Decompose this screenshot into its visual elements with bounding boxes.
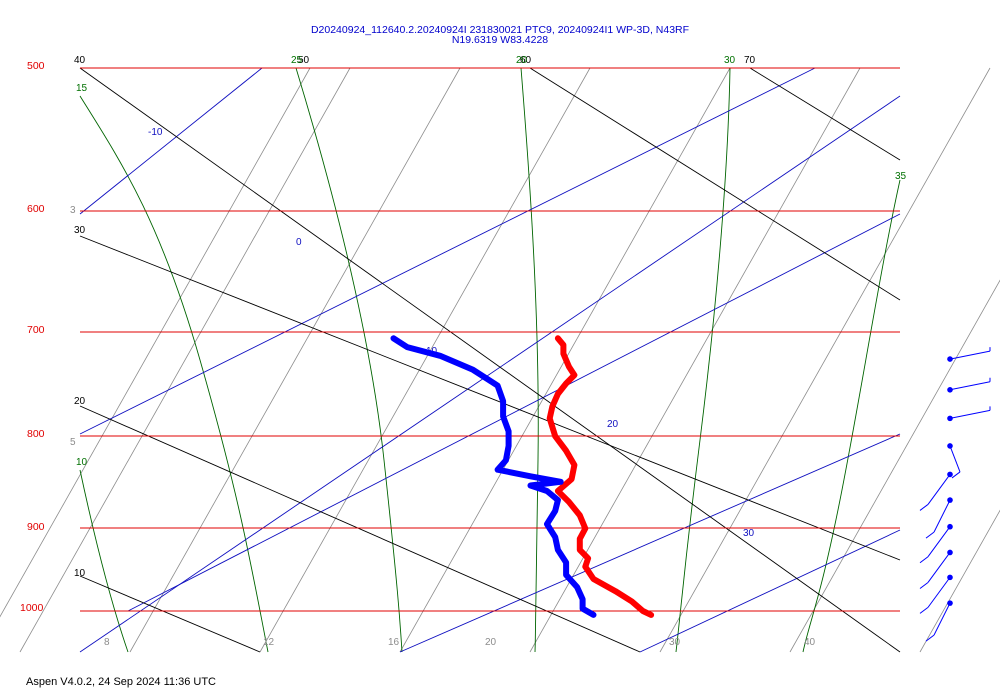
moist-adiabat-curve xyxy=(802,179,901,653)
bottom-temperature-label-16: 16 xyxy=(388,637,400,648)
isotherm-label: 20 xyxy=(607,419,619,430)
dry-adiabat-line xyxy=(529,67,901,301)
dry-adiabat-line xyxy=(749,67,901,161)
wind-barb-flag xyxy=(925,531,935,539)
moist-adiabat-curve xyxy=(675,67,731,653)
moist-adiabat-label: 30 xyxy=(724,55,736,66)
wind-barb-staff xyxy=(927,552,951,583)
skewed-isotherm-line xyxy=(639,529,901,653)
mixing-ratio-label: 20 xyxy=(74,396,86,407)
mixing-ratio-label: 40 xyxy=(74,55,86,66)
pressure-label-900: 900 xyxy=(27,521,45,533)
mixing-ratio-label: 30 xyxy=(74,225,86,236)
wind-barb-staff xyxy=(933,499,951,533)
wind-barb-staff xyxy=(927,474,951,505)
wind-barb-staff xyxy=(949,350,991,360)
gray-line-label: 3 xyxy=(70,205,76,216)
mixing-ratio-label: 50 xyxy=(298,55,310,66)
moist-adiabat-label: 20 xyxy=(516,55,528,66)
skewed-isotherm-line xyxy=(79,67,816,435)
wind-barb-staff xyxy=(927,526,951,558)
skewed-isotherm-line xyxy=(79,95,901,653)
bottom-temperature-label-12: 12 xyxy=(263,637,275,648)
wind-barb-flag xyxy=(919,606,929,614)
mixing-ratio-label: 10 xyxy=(74,568,86,579)
moist-adiabat-curve xyxy=(79,95,269,653)
isobars xyxy=(80,67,900,612)
chart-title-line2: N19.6319 W83.4228 xyxy=(452,34,548,46)
skewed-isotherm-line xyxy=(79,67,263,215)
wind-barb-flag xyxy=(919,504,929,511)
wind-barbs xyxy=(919,347,991,642)
wind-barb-staff xyxy=(949,381,991,391)
dry-adiabat-line xyxy=(79,405,641,653)
wind-barb-staff xyxy=(949,409,991,419)
wind-barb-staff xyxy=(949,445,961,473)
moist-adiabat-label: 15 xyxy=(76,83,88,94)
mixing-ratio-label: 70 xyxy=(744,55,756,66)
dry-adiabats xyxy=(79,67,901,653)
dry-adiabat-line xyxy=(79,67,901,653)
isotherm-label: -10 xyxy=(148,127,163,138)
wind-barb-flag xyxy=(925,634,935,642)
footer-version-text: Aspen V4.0.2, 24 Sep 2024 11:36 UTC xyxy=(26,676,216,688)
pressure-label-800: 800 xyxy=(27,428,45,440)
bottom-temperature-label-40: 40 xyxy=(804,637,816,648)
gray-line-label: 5 xyxy=(70,437,76,448)
gray-reference-line xyxy=(259,67,591,653)
wind-barb-staff xyxy=(927,577,951,608)
wind-barb-flag xyxy=(919,556,929,564)
temperature-profile-line xyxy=(546,335,655,618)
moist-adiabats xyxy=(79,67,901,653)
moist-adiabat-label: 25 xyxy=(291,55,303,66)
gray-reference-line xyxy=(789,279,1000,653)
gray-reference-line xyxy=(659,67,991,653)
skewed-isotherm-line xyxy=(399,433,901,653)
gray-reference-line xyxy=(129,67,461,653)
bottom-temperature-label-30: 30 xyxy=(669,637,681,648)
gray-reference-lines xyxy=(0,67,1000,653)
isotherm-label: 30 xyxy=(743,528,755,539)
mixing-ratio-label: 60 xyxy=(520,55,532,66)
moist-adiabat-label: 10 xyxy=(76,457,88,468)
dewpoint-profile-line xyxy=(390,335,597,618)
skewed-isotherm-line xyxy=(127,213,901,612)
moist-adiabat-curve xyxy=(295,67,403,653)
isotherm-label: 0 xyxy=(296,237,302,248)
pressure-label-600: 600 xyxy=(27,203,45,215)
gray-reference-line xyxy=(19,67,351,653)
skewed-isotherms xyxy=(79,67,901,653)
wind-barb-staff xyxy=(933,602,951,636)
sounding-profiles xyxy=(390,335,655,618)
pressure-label-1000: 1000 xyxy=(20,602,44,614)
wind-barb-flag xyxy=(919,582,929,589)
chart-title-line1: D20240924_112640.2.20240924I 231830021 P… xyxy=(311,24,689,36)
bottom-temperature-label-20: 20 xyxy=(485,637,497,648)
bottom-temperature-label-8: 8 xyxy=(104,637,110,648)
moist-adiabat-label: 35 xyxy=(895,171,907,182)
moist-adiabat-curve xyxy=(79,469,129,653)
pressure-label-700: 700 xyxy=(27,324,45,336)
moist-adiabat-curve xyxy=(520,67,539,653)
dry-adiabat-line xyxy=(79,235,901,561)
dry-adiabat-line xyxy=(79,575,261,653)
pressure-label-500: 500 xyxy=(27,60,45,72)
gray-reference-line xyxy=(0,67,311,618)
wind-barb-flag xyxy=(951,471,961,479)
gray-reference-line xyxy=(529,67,861,653)
gray-reference-line xyxy=(919,509,1000,653)
